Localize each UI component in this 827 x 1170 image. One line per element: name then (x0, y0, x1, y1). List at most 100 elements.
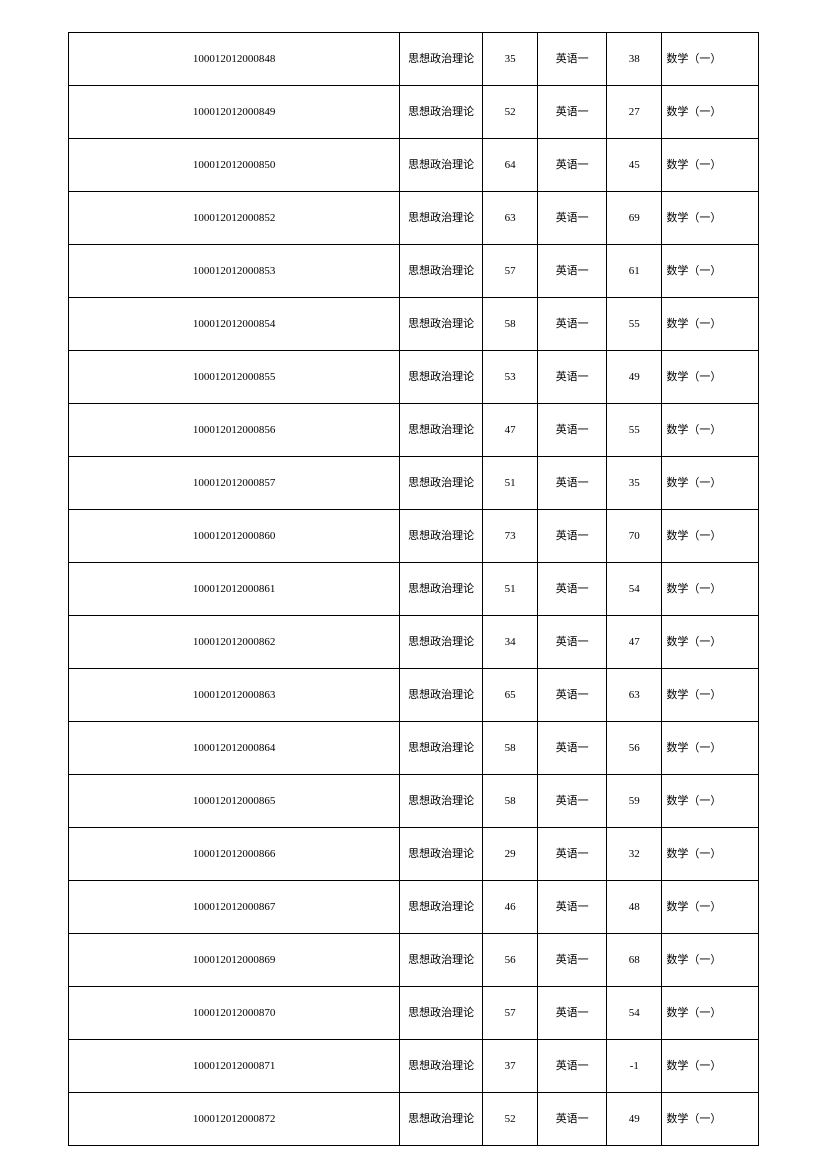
cell-subject3: 数学（一） (662, 457, 759, 510)
cell-subject2: 英语一 (538, 987, 607, 1040)
cell-score1: 52 (483, 86, 538, 139)
cell-subject2: 英语一 (538, 722, 607, 775)
cell-score1: 58 (483, 722, 538, 775)
cell-score2: 49 (607, 1093, 662, 1146)
cell-score1: 34 (483, 616, 538, 669)
cell-subject2: 英语一 (538, 298, 607, 351)
table-row: 100012012000866思想政治理论29英语一32数学（一） (69, 828, 759, 881)
cell-score2: 56 (607, 722, 662, 775)
cell-id: 100012012000863 (69, 669, 400, 722)
cell-score1: 58 (483, 298, 538, 351)
cell-subject2: 英语一 (538, 775, 607, 828)
score-table-body: 100012012000848思想政治理论35英语一38数学（一）1000120… (69, 33, 759, 1146)
cell-id: 100012012000854 (69, 298, 400, 351)
cell-score2: -1 (607, 1040, 662, 1093)
cell-subject2: 英语一 (538, 510, 607, 563)
cell-subject1: 思想政治理论 (400, 563, 483, 616)
cell-subject1: 思想政治理论 (400, 86, 483, 139)
cell-score1: 37 (483, 1040, 538, 1093)
cell-subject1: 思想政治理论 (400, 828, 483, 881)
cell-id: 100012012000857 (69, 457, 400, 510)
cell-subject3: 数学（一） (662, 245, 759, 298)
cell-score2: 61 (607, 245, 662, 298)
cell-score1: 51 (483, 457, 538, 510)
cell-score2: 45 (607, 139, 662, 192)
table-row: 100012012000865思想政治理论58英语一59数学（一） (69, 775, 759, 828)
cell-subject2: 英语一 (538, 404, 607, 457)
cell-id: 100012012000865 (69, 775, 400, 828)
cell-id: 100012012000866 (69, 828, 400, 881)
cell-subject2: 英语一 (538, 33, 607, 86)
cell-subject2: 英语一 (538, 1093, 607, 1146)
cell-score2: 35 (607, 457, 662, 510)
cell-subject2: 英语一 (538, 245, 607, 298)
table-row: 100012012000854思想政治理论58英语一55数学（一） (69, 298, 759, 351)
score-table: 100012012000848思想政治理论35英语一38数学（一）1000120… (68, 32, 759, 1146)
table-row: 100012012000867思想政治理论46英语一48数学（一） (69, 881, 759, 934)
cell-subject3: 数学（一） (662, 881, 759, 934)
cell-subject2: 英语一 (538, 139, 607, 192)
table-row: 100012012000850思想政治理论64英语一45数学（一） (69, 139, 759, 192)
cell-id: 100012012000872 (69, 1093, 400, 1146)
cell-subject3: 数学（一） (662, 86, 759, 139)
cell-score2: 59 (607, 775, 662, 828)
cell-score2: 69 (607, 192, 662, 245)
table-row: 100012012000860思想政治理论73英语一70数学（一） (69, 510, 759, 563)
cell-id: 100012012000864 (69, 722, 400, 775)
cell-id: 100012012000852 (69, 192, 400, 245)
cell-id: 100012012000862 (69, 616, 400, 669)
cell-score1: 58 (483, 775, 538, 828)
cell-subject3: 数学（一） (662, 828, 759, 881)
cell-id: 100012012000867 (69, 881, 400, 934)
cell-score2: 27 (607, 86, 662, 139)
cell-score2: 70 (607, 510, 662, 563)
cell-subject1: 思想政治理论 (400, 775, 483, 828)
cell-subject2: 英语一 (538, 828, 607, 881)
cell-score2: 55 (607, 298, 662, 351)
cell-subject1: 思想政治理论 (400, 457, 483, 510)
cell-subject1: 思想政治理论 (400, 245, 483, 298)
table-row: 100012012000872思想政治理论52英语一49数学（一） (69, 1093, 759, 1146)
cell-id: 100012012000849 (69, 86, 400, 139)
cell-subject1: 思想政治理论 (400, 139, 483, 192)
cell-score1: 29 (483, 828, 538, 881)
cell-subject3: 数学（一） (662, 33, 759, 86)
cell-subject2: 英语一 (538, 351, 607, 404)
cell-subject1: 思想政治理论 (400, 404, 483, 457)
cell-subject1: 思想政治理论 (400, 33, 483, 86)
cell-score1: 52 (483, 1093, 538, 1146)
cell-score2: 55 (607, 404, 662, 457)
cell-score2: 54 (607, 563, 662, 616)
cell-subject2: 英语一 (538, 192, 607, 245)
cell-score1: 35 (483, 33, 538, 86)
cell-subject3: 数学（一） (662, 616, 759, 669)
table-row: 100012012000855思想政治理论53英语一49数学（一） (69, 351, 759, 404)
cell-subject3: 数学（一） (662, 934, 759, 987)
table-row: 100012012000856思想政治理论47英语一55数学（一） (69, 404, 759, 457)
cell-score1: 57 (483, 987, 538, 1040)
table-row: 100012012000870思想政治理论57英语一54数学（一） (69, 987, 759, 1040)
cell-subject3: 数学（一） (662, 404, 759, 457)
table-row: 100012012000857思想政治理论51英语一35数学（一） (69, 457, 759, 510)
table-row: 100012012000864思想政治理论58英语一56数学（一） (69, 722, 759, 775)
table-row: 100012012000861思想政治理论51英语一54数学（一） (69, 563, 759, 616)
cell-score1: 51 (483, 563, 538, 616)
cell-subject2: 英语一 (538, 669, 607, 722)
cell-subject3: 数学（一） (662, 1093, 759, 1146)
cell-score1: 73 (483, 510, 538, 563)
cell-subject3: 数学（一） (662, 669, 759, 722)
cell-score2: 48 (607, 881, 662, 934)
cell-subject3: 数学（一） (662, 139, 759, 192)
cell-id: 100012012000870 (69, 987, 400, 1040)
cell-id: 100012012000860 (69, 510, 400, 563)
cell-subject1: 思想政治理论 (400, 669, 483, 722)
cell-id: 100012012000850 (69, 139, 400, 192)
cell-score1: 63 (483, 192, 538, 245)
cell-score1: 47 (483, 404, 538, 457)
table-row: 100012012000869思想政治理论56英语一68数学（一） (69, 934, 759, 987)
cell-id: 100012012000871 (69, 1040, 400, 1093)
cell-subject3: 数学（一） (662, 351, 759, 404)
cell-subject3: 数学（一） (662, 563, 759, 616)
cell-subject1: 思想政治理论 (400, 1093, 483, 1146)
cell-id: 100012012000855 (69, 351, 400, 404)
